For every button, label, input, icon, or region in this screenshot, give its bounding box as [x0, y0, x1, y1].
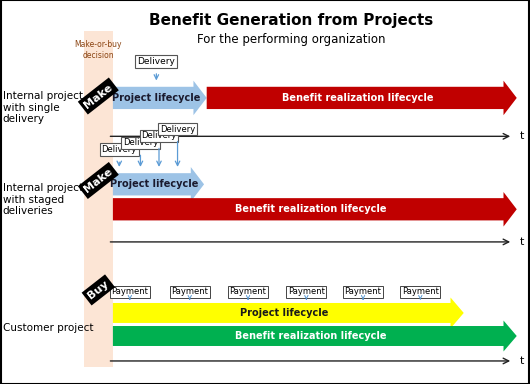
- Text: For the performing organization: For the performing organization: [197, 33, 386, 46]
- Text: Buy: Buy: [86, 279, 111, 301]
- Text: Internal project
with staged
deliveries: Internal project with staged deliveries: [3, 183, 83, 216]
- Text: Make: Make: [82, 166, 114, 195]
- Polygon shape: [113, 321, 517, 351]
- Text: Benefit realization lifecycle: Benefit realization lifecycle: [282, 93, 434, 103]
- Text: Make: Make: [82, 82, 114, 110]
- Text: Customer project: Customer project: [3, 323, 93, 333]
- Text: t: t: [519, 237, 524, 247]
- Text: Payment: Payment: [111, 287, 148, 296]
- Text: Benefit realization lifecycle: Benefit realization lifecycle: [235, 204, 386, 214]
- Text: Payment: Payment: [288, 287, 325, 296]
- Text: Delivery: Delivery: [137, 57, 175, 66]
- Polygon shape: [113, 298, 464, 328]
- Polygon shape: [113, 81, 207, 115]
- Polygon shape: [113, 167, 204, 202]
- Text: Delivery: Delivery: [160, 124, 195, 134]
- Polygon shape: [207, 81, 517, 115]
- Text: Internal project
with single
delivery: Internal project with single delivery: [3, 91, 83, 124]
- Polygon shape: [113, 192, 517, 227]
- Text: Payment: Payment: [171, 287, 208, 296]
- Text: Delivery: Delivery: [102, 145, 137, 154]
- Text: Benefit Generation from Projects: Benefit Generation from Projects: [149, 13, 434, 28]
- Text: t: t: [519, 131, 524, 141]
- Text: Benefit realization lifecycle: Benefit realization lifecycle: [235, 331, 386, 341]
- Text: Make-or-buy
decision: Make-or-buy decision: [75, 40, 122, 60]
- Text: Project lifecycle: Project lifecycle: [112, 93, 200, 103]
- Text: Delivery: Delivery: [123, 138, 158, 147]
- Text: t: t: [519, 356, 524, 366]
- Text: Project lifecycle: Project lifecycle: [240, 308, 329, 318]
- Bar: [84, 31, 113, 367]
- Text: Delivery: Delivery: [142, 131, 176, 141]
- Text: Payment: Payment: [344, 287, 382, 296]
- Text: Project lifecycle: Project lifecycle: [110, 179, 199, 189]
- Text: Payment: Payment: [402, 287, 439, 296]
- Text: Payment: Payment: [229, 287, 267, 296]
